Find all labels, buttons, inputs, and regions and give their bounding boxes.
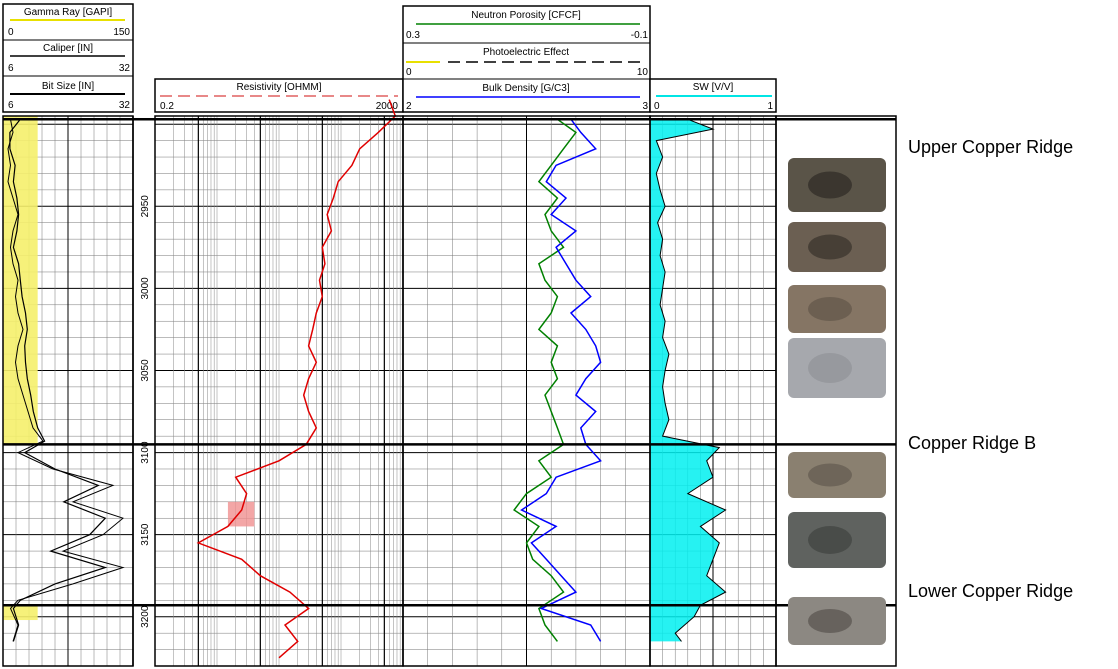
zone-label-upper: Upper Copper Ridge bbox=[908, 137, 1073, 157]
caliper-curve bbox=[7, 119, 125, 642]
core-photo-3 bbox=[788, 285, 886, 333]
track-frames bbox=[2, 115, 897, 667]
gamma-ray-min: 0 bbox=[8, 27, 14, 38]
bulk-density-min: 2 bbox=[406, 101, 412, 112]
core-photo-6 bbox=[788, 512, 886, 568]
core-texture bbox=[808, 526, 852, 554]
track1-header: Gamma Ray [GAPI] 0 150 Caliper [IN] 6 32… bbox=[2, 3, 134, 113]
sw-fill bbox=[650, 119, 726, 642]
caliper-min: 6 bbox=[8, 63, 14, 74]
core-texture bbox=[808, 609, 852, 633]
sw-curve bbox=[655, 118, 727, 642]
core-photo-2 bbox=[788, 222, 886, 272]
core-texture bbox=[808, 234, 852, 260]
zone-label-b: Copper Ridge B bbox=[908, 433, 1036, 453]
gamma-ray-fill bbox=[3, 605, 38, 621]
sw-max: 1 bbox=[767, 101, 773, 112]
bit-size-min: 6 bbox=[8, 100, 14, 111]
track-frame-5 bbox=[775, 115, 897, 667]
curves bbox=[7, 99, 727, 659]
gamma-ray-curve bbox=[9, 118, 108, 642]
zone-lines bbox=[3, 118, 896, 607]
neutron-max: -0.1 bbox=[631, 30, 649, 41]
core-photo-1 bbox=[788, 158, 886, 212]
zone-label-lower: Lower Copper Ridge bbox=[908, 581, 1073, 601]
bulk-density-max: 3 bbox=[642, 101, 648, 112]
sw-label: SW [V/V] bbox=[693, 82, 734, 93]
core-photo-7 bbox=[788, 597, 886, 645]
depth-labels: 2950 3000 3050 3100 3150 3200 bbox=[140, 195, 151, 628]
core-texture bbox=[808, 171, 852, 199]
bulk-density-label: Bulk Density [G/C3] bbox=[482, 83, 569, 94]
pef-label: Photoelectric Effect bbox=[483, 47, 569, 58]
core-texture bbox=[808, 353, 852, 383]
bit-size-label: Bit Size [IN] bbox=[42, 81, 94, 92]
depth-tick-label: 3050 bbox=[140, 359, 151, 382]
resistivity-curve bbox=[196, 99, 397, 659]
depth-tick-label: 3150 bbox=[140, 523, 151, 546]
depth-tick-label: 3200 bbox=[140, 605, 151, 628]
resistivity-fill bbox=[227, 501, 255, 527]
pef-max: 10 bbox=[637, 67, 649, 78]
pef-min: 0 bbox=[406, 67, 412, 78]
curve-fills bbox=[3, 116, 726, 642]
caliper-max: 32 bbox=[119, 63, 131, 74]
depth-tick-label: 3100 bbox=[140, 441, 151, 464]
depth-tick-label: 2950 bbox=[140, 195, 151, 218]
neutron-min: 0.3 bbox=[406, 30, 420, 41]
grid bbox=[3, 116, 776, 667]
resistivity-label: Resistivity [OHMM] bbox=[237, 82, 322, 93]
caliper-label: Caliper [IN] bbox=[43, 43, 93, 54]
gamma-ray-label: Gamma Ray [GAPI] bbox=[24, 7, 113, 18]
core-texture bbox=[808, 297, 852, 321]
track4-header: SW [V/V] 0 1 bbox=[649, 78, 777, 113]
neutron-porosity-curve bbox=[513, 118, 577, 642]
resistivity-max: 2000 bbox=[376, 101, 399, 112]
bit-size-max: 32 bbox=[119, 100, 131, 111]
resistivity-min: 0.2 bbox=[160, 101, 174, 112]
bulk-density-curve bbox=[520, 118, 602, 642]
depth-tick-label: 3000 bbox=[140, 277, 151, 300]
sw-min: 0 bbox=[654, 101, 660, 112]
track2-header: Resistivity [OHMM] 0.2 2000 bbox=[154, 78, 404, 113]
core-photo-5 bbox=[788, 452, 886, 498]
gamma-ray-max: 150 bbox=[113, 27, 130, 38]
neutron-porosity-label: Neutron Porosity [CFCF] bbox=[471, 10, 581, 21]
track3-header: Neutron Porosity [CFCF] 0.3 -0.1 Photoel… bbox=[402, 5, 651, 113]
core-photo-4 bbox=[788, 338, 886, 398]
core-photos bbox=[788, 158, 886, 645]
core-texture bbox=[808, 463, 852, 487]
